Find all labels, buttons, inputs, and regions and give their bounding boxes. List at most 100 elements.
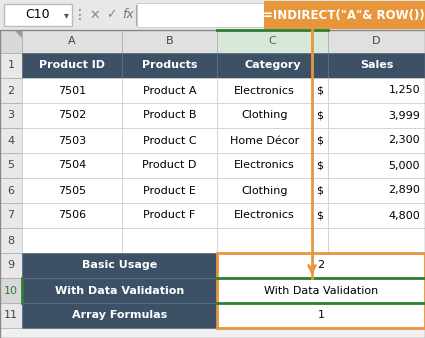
Bar <box>328 203 425 228</box>
Bar <box>217 30 328 53</box>
Text: Basic Usage: Basic Usage <box>82 261 157 270</box>
Text: 7506: 7506 <box>58 211 86 220</box>
Text: 2,300: 2,300 <box>388 136 420 145</box>
Text: With Data Validation: With Data Validation <box>55 286 184 295</box>
Text: 11: 11 <box>4 311 18 320</box>
Bar <box>217 128 312 153</box>
Bar <box>137 3 264 27</box>
Bar <box>122 203 217 228</box>
Bar <box>328 228 425 253</box>
Bar <box>22 128 122 153</box>
Text: 1: 1 <box>317 311 325 320</box>
Bar <box>217 153 312 178</box>
Bar <box>217 53 328 78</box>
Bar <box>217 303 425 328</box>
Bar <box>4 4 72 26</box>
Bar <box>312 78 328 103</box>
Bar <box>122 53 217 78</box>
Bar <box>265 2 424 28</box>
Text: Clothing: Clothing <box>241 111 288 121</box>
Text: 2: 2 <box>317 261 325 270</box>
Bar <box>217 253 425 328</box>
Text: $: $ <box>317 111 323 121</box>
Text: Clothing: Clothing <box>241 186 288 195</box>
Bar <box>22 228 122 253</box>
Text: 7: 7 <box>7 211 14 220</box>
Text: Product A: Product A <box>143 86 196 96</box>
Bar <box>22 178 122 203</box>
Bar <box>22 30 122 53</box>
Bar <box>312 153 328 178</box>
Bar <box>122 103 217 128</box>
Bar <box>217 278 425 303</box>
Bar <box>122 30 217 53</box>
Bar <box>328 103 425 128</box>
Bar <box>312 128 328 153</box>
Text: Sales: Sales <box>360 61 393 71</box>
Text: Product F: Product F <box>143 211 196 220</box>
Text: Product D: Product D <box>142 161 197 170</box>
Text: Home Décor: Home Décor <box>230 136 299 145</box>
Bar <box>328 128 425 153</box>
Text: With Data Validation: With Data Validation <box>264 286 378 295</box>
Bar <box>0 0 425 30</box>
Bar <box>0 128 22 153</box>
Text: 7502: 7502 <box>58 111 86 121</box>
Text: =INDIRECT("A"& ROW()): =INDIRECT("A"& ROW()) <box>263 8 425 22</box>
Text: C10: C10 <box>26 8 50 22</box>
Bar <box>217 178 312 203</box>
Bar <box>22 103 122 128</box>
Text: Electronics: Electronics <box>234 161 295 170</box>
Text: 7505: 7505 <box>58 186 86 195</box>
Bar <box>0 53 22 78</box>
Text: 6: 6 <box>8 186 14 195</box>
Text: 7503: 7503 <box>58 136 86 145</box>
Text: $: $ <box>317 136 323 145</box>
Text: 1: 1 <box>8 61 14 71</box>
Text: A: A <box>68 37 76 47</box>
Bar <box>0 303 22 328</box>
Text: D: D <box>372 37 381 47</box>
Bar <box>122 128 217 153</box>
Bar <box>22 78 122 103</box>
Text: 8: 8 <box>7 236 14 245</box>
Bar <box>22 278 217 303</box>
Bar <box>0 228 22 253</box>
Bar <box>328 53 425 78</box>
Bar <box>0 253 22 278</box>
Text: ▾: ▾ <box>64 10 68 20</box>
Bar <box>217 253 425 278</box>
Bar <box>217 103 312 128</box>
Text: B: B <box>166 37 173 47</box>
Text: Product ID: Product ID <box>39 61 105 71</box>
Text: fx: fx <box>122 8 134 22</box>
Bar <box>22 253 217 278</box>
Text: 10: 10 <box>4 286 18 295</box>
Text: Product C: Product C <box>143 136 196 145</box>
Text: $: $ <box>317 211 323 220</box>
Bar <box>0 78 22 103</box>
Text: ⋮: ⋮ <box>73 8 87 22</box>
Bar <box>122 178 217 203</box>
Bar <box>217 78 312 103</box>
Text: 3,999: 3,999 <box>388 111 420 121</box>
Bar <box>22 203 122 228</box>
Text: 3: 3 <box>8 111 14 121</box>
Text: $: $ <box>317 161 323 170</box>
Text: C: C <box>269 37 276 47</box>
Bar <box>328 30 425 53</box>
Text: 9: 9 <box>7 261 14 270</box>
Bar <box>328 153 425 178</box>
Bar <box>122 153 217 178</box>
Text: 7501: 7501 <box>58 86 86 96</box>
Text: 5: 5 <box>8 161 14 170</box>
Text: Electronics: Electronics <box>234 211 295 220</box>
Text: 2,890: 2,890 <box>388 186 420 195</box>
Text: $: $ <box>317 186 323 195</box>
Text: ✕: ✕ <box>90 8 100 22</box>
Text: ✓: ✓ <box>106 8 116 22</box>
Bar <box>0 30 22 53</box>
Text: 5,000: 5,000 <box>388 161 420 170</box>
Text: 4,800: 4,800 <box>388 211 420 220</box>
Bar <box>0 203 22 228</box>
